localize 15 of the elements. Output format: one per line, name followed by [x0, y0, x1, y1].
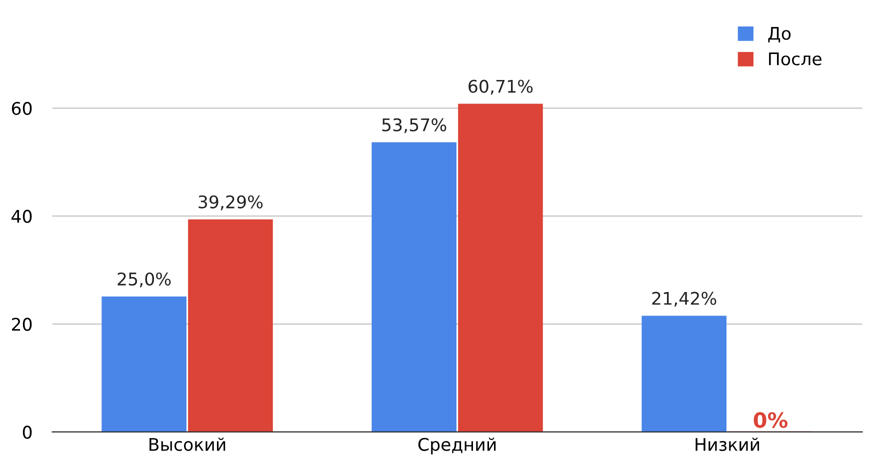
- data-label: 60,71%: [468, 80, 533, 95]
- x-tick-label: Низкий: [696, 438, 760, 451]
- data-label: 21,42%: [652, 292, 716, 307]
- y-tick-label: 40: [12, 210, 32, 223]
- x-tick-label: Средний: [418, 438, 496, 454]
- x-tick-label: Высокий: [150, 438, 226, 451]
- y-tick-label: 60: [12, 102, 32, 115]
- y-tick-label: 20: [12, 318, 32, 331]
- y-tick-label: 0: [22, 426, 32, 439]
- data-label: 0%: [754, 412, 788, 428]
- legend-label: До: [768, 27, 791, 42]
- data-label: 39,29%: [198, 195, 263, 210]
- data-label: 53,57%: [382, 118, 446, 134]
- legend-label: После: [769, 52, 822, 66]
- data-label: 25,0%: [118, 272, 171, 288]
